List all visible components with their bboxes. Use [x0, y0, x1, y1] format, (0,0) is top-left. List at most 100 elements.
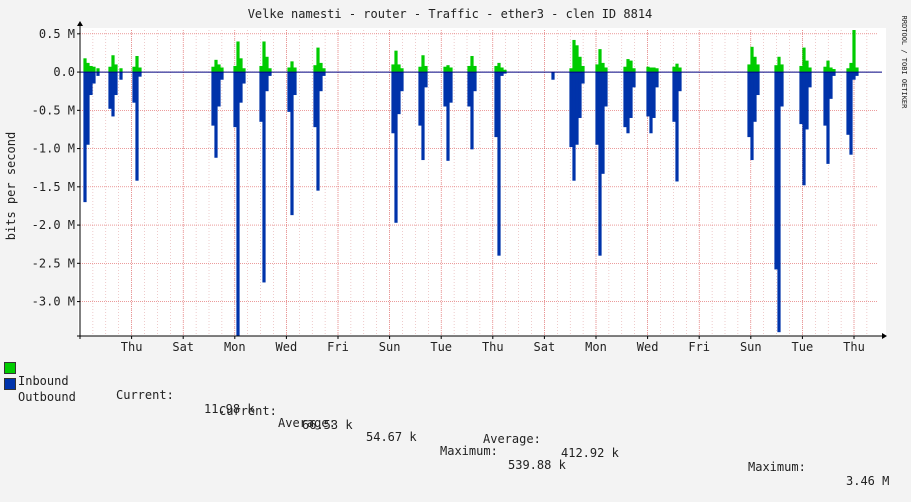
data-bar	[805, 60, 809, 73]
data-bar	[214, 72, 218, 158]
data-bar	[551, 72, 555, 80]
data-bar	[322, 68, 326, 73]
data-bar	[626, 59, 630, 73]
data-bar	[394, 72, 398, 223]
data-bar	[826, 72, 830, 164]
data-bar	[500, 72, 504, 76]
data-bar	[569, 68, 573, 73]
x-tick-label: Thu	[121, 340, 143, 354]
data-bar	[83, 58, 87, 73]
data-bar	[236, 41, 240, 73]
data-bar	[287, 72, 291, 112]
legend-outbound-name: Outbound	[18, 390, 76, 404]
data-bar	[629, 60, 633, 73]
data-bar	[473, 72, 477, 92]
data-bar	[649, 67, 653, 73]
data-bar	[629, 72, 633, 118]
y-tick-label: -2.5 M	[32, 256, 75, 270]
data-bar	[497, 72, 501, 256]
data-bar	[494, 65, 498, 73]
data-bar	[242, 72, 246, 84]
data-bar	[846, 68, 850, 73]
data-bar	[313, 65, 317, 73]
legend-outbound-maximum-label: Maximum:	[748, 460, 806, 474]
y-tick-label: -1.0 M	[32, 142, 75, 156]
data-bar	[418, 72, 422, 126]
data-bar	[135, 56, 139, 73]
data-bar	[623, 72, 627, 128]
data-bar	[675, 63, 679, 73]
data-bar	[569, 72, 573, 148]
data-bar	[675, 72, 679, 182]
data-bar	[114, 64, 118, 73]
y-axis-label: bits per second	[4, 132, 18, 240]
data-bar	[646, 66, 650, 73]
data-bar	[265, 56, 269, 73]
data-bar	[467, 65, 471, 73]
data-bar	[132, 66, 136, 73]
data-bar	[750, 72, 754, 161]
x-tick-label: Sun	[740, 340, 762, 354]
axes	[77, 21, 887, 339]
data-bar	[391, 64, 395, 73]
data-bar	[503, 69, 507, 73]
data-bar	[595, 72, 599, 145]
data-bar	[421, 72, 425, 161]
data-bar	[313, 72, 317, 128]
data-bar	[287, 67, 291, 73]
data-bar	[823, 66, 827, 73]
data-bar	[829, 72, 833, 99]
data-bar	[497, 62, 501, 73]
data-bar	[322, 72, 326, 76]
data-bar	[268, 68, 272, 73]
data-bar	[626, 72, 630, 134]
data-bar	[646, 72, 650, 117]
data-bar	[132, 72, 136, 103]
data-bar	[799, 72, 803, 125]
x-tick-label: Mon	[224, 340, 246, 354]
data-bar	[774, 65, 778, 73]
data-bar	[211, 66, 215, 73]
data-bar	[802, 72, 806, 186]
data-bar	[233, 72, 237, 128]
data-bar	[623, 66, 627, 73]
data-bar	[849, 72, 853, 155]
data-bar	[86, 72, 90, 145]
y-tick-label: -0.5 M	[32, 103, 75, 117]
data-bar	[424, 65, 428, 73]
traffic-chart: Velke namesti - router - Traffic - ether…	[4, 7, 908, 354]
data-bar	[233, 65, 237, 73]
x-tick-label: Tue	[430, 340, 452, 354]
data-bar	[449, 67, 453, 73]
data-bar	[500, 67, 504, 73]
data-bar	[397, 72, 401, 115]
data-bar	[575, 45, 579, 73]
data-bar	[290, 72, 294, 216]
data-bar	[214, 59, 218, 73]
data-bar	[808, 67, 812, 73]
data-bar	[421, 55, 425, 73]
data-bar	[774, 72, 778, 270]
data-bar	[108, 72, 112, 109]
legend-outbound: Outbound Current: 66.53 k Average: 412.9…	[18, 376, 889, 502]
y-tick-label: 0.5 M	[39, 27, 75, 41]
data-bar	[655, 72, 659, 88]
data-bar	[780, 64, 784, 73]
x-tick-labels: Thu Sat Mon Wed Fri Sun Tue Thu Sat Mon Wed Fri Sun T…	[121, 336, 865, 354]
inbound-series	[83, 30, 859, 73]
data-bar	[319, 62, 323, 73]
grid-lines	[79, 30, 878, 336]
data-bar	[756, 64, 760, 73]
inbound-swatch	[4, 362, 16, 374]
data-bar	[135, 72, 139, 181]
data-bar	[855, 67, 859, 73]
data-bar	[750, 46, 754, 73]
data-bar	[578, 72, 582, 118]
y-tick-label: -2.0 M	[32, 218, 75, 232]
data-bar	[470, 72, 474, 150]
data-bar	[494, 72, 498, 138]
data-bar	[138, 72, 142, 77]
data-bar	[467, 72, 471, 107]
data-bar	[220, 72, 224, 80]
data-bar	[802, 47, 806, 73]
